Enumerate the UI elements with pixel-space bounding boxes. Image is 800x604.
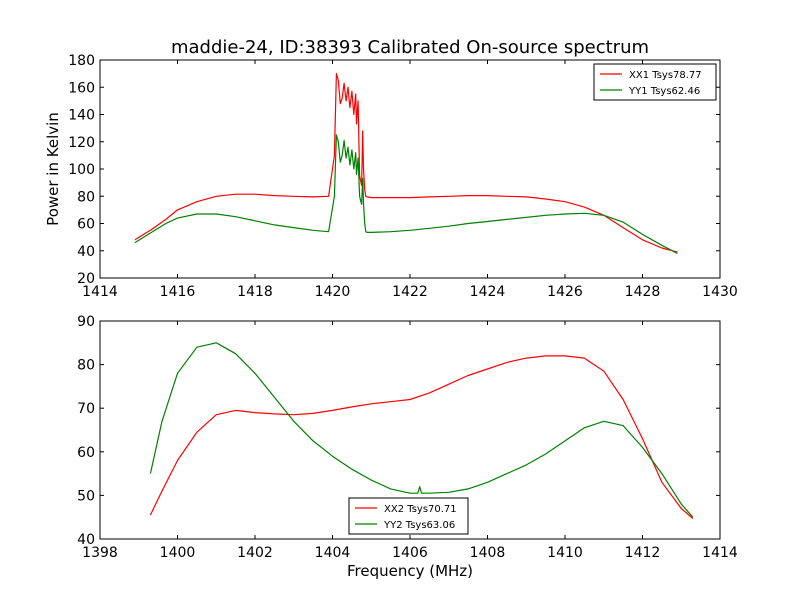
plot2-series-1-line	[149, 355, 694, 519]
plot1-ytick-label: 80	[77, 189, 95, 205]
plot1-xtick-label: 1414	[82, 284, 118, 300]
plot1-legend-box	[593, 63, 717, 101]
plot2-ytick-label: 80	[77, 358, 95, 374]
plot2-xtick-label: 1414	[702, 545, 738, 561]
plot2-ytick-label: 70	[77, 401, 95, 417]
plot1-ytick-label: 100	[68, 162, 95, 178]
plot2-xtick-label: 1400	[160, 545, 196, 561]
plot1-xtick-label: 1424	[470, 284, 506, 300]
plot1-xtick-label: 1420	[315, 284, 351, 300]
plot2-xtick-label: 1404	[315, 545, 351, 561]
plot1-xtick-label: 1422	[392, 284, 428, 300]
plot2-legend-box	[348, 497, 469, 535]
plot2-xtick-label: 1412	[625, 545, 661, 561]
plot2-ytick-label: 60	[77, 445, 95, 461]
plot1-ytick-label: 20	[77, 271, 95, 287]
plot2-xtick-label: 1398	[82, 545, 118, 561]
plot2-legend-label-2: YY2 Tsys63.06	[383, 520, 455, 531]
plot2-legend-label-1: XX2 Tsys70.71	[384, 504, 457, 515]
plot1-ytick-label: 180	[68, 53, 95, 69]
plot1-series-1-line	[134, 72, 678, 253]
plot1-ytick-label: 120	[68, 135, 95, 151]
chart-title: maddie-24, ID:38393 Calibrated On-source…	[171, 37, 649, 58]
plot1-ytick-label: 160	[68, 80, 95, 96]
plot1-y-axis-label: Power in Kelvin	[44, 112, 62, 226]
plot2-xtick-label: 1408	[470, 545, 506, 561]
plot2-xtick-label: 1410	[547, 545, 583, 561]
plot1-xtick-label: 1430	[702, 284, 738, 300]
plot1-xtick-label: 1418	[237, 284, 273, 300]
plot1-legend-label-1: XX1 Tsys78.77	[629, 70, 702, 81]
plot2-xtick-label: 1406	[392, 545, 428, 561]
plot1-ytick-label: 140	[68, 108, 95, 124]
plot2-ytick-label: 90	[77, 314, 95, 330]
plot1-series-2-line	[134, 134, 678, 255]
plot2-x-axis-label: Frequency (MHz)	[347, 562, 473, 580]
plot1-ytick-label: 40	[77, 244, 95, 260]
plot1-ytick-label: 60	[77, 217, 95, 233]
plot2-series-2-line	[149, 342, 694, 518]
plot1-legend-label-2: YY1 Tsys62.46	[628, 86, 700, 97]
plot2-ytick-label: 50	[77, 488, 95, 504]
plot2-ytick-label: 40	[77, 532, 95, 548]
plot1-xtick-label: 1416	[160, 284, 196, 300]
plot2-xtick-label: 1402	[237, 545, 273, 561]
plot1-xtick-label: 1426	[547, 284, 583, 300]
plot1-xtick-label: 1428	[625, 284, 661, 300]
